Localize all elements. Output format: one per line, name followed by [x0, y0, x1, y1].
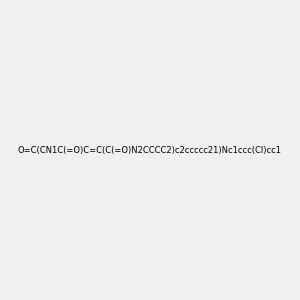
Text: O=C(CN1C(=O)C=C(C(=O)N2CCCC2)c2ccccc21)Nc1ccc(Cl)cc1: O=C(CN1C(=O)C=C(C(=O)N2CCCC2)c2ccccc21)N… [18, 146, 282, 154]
